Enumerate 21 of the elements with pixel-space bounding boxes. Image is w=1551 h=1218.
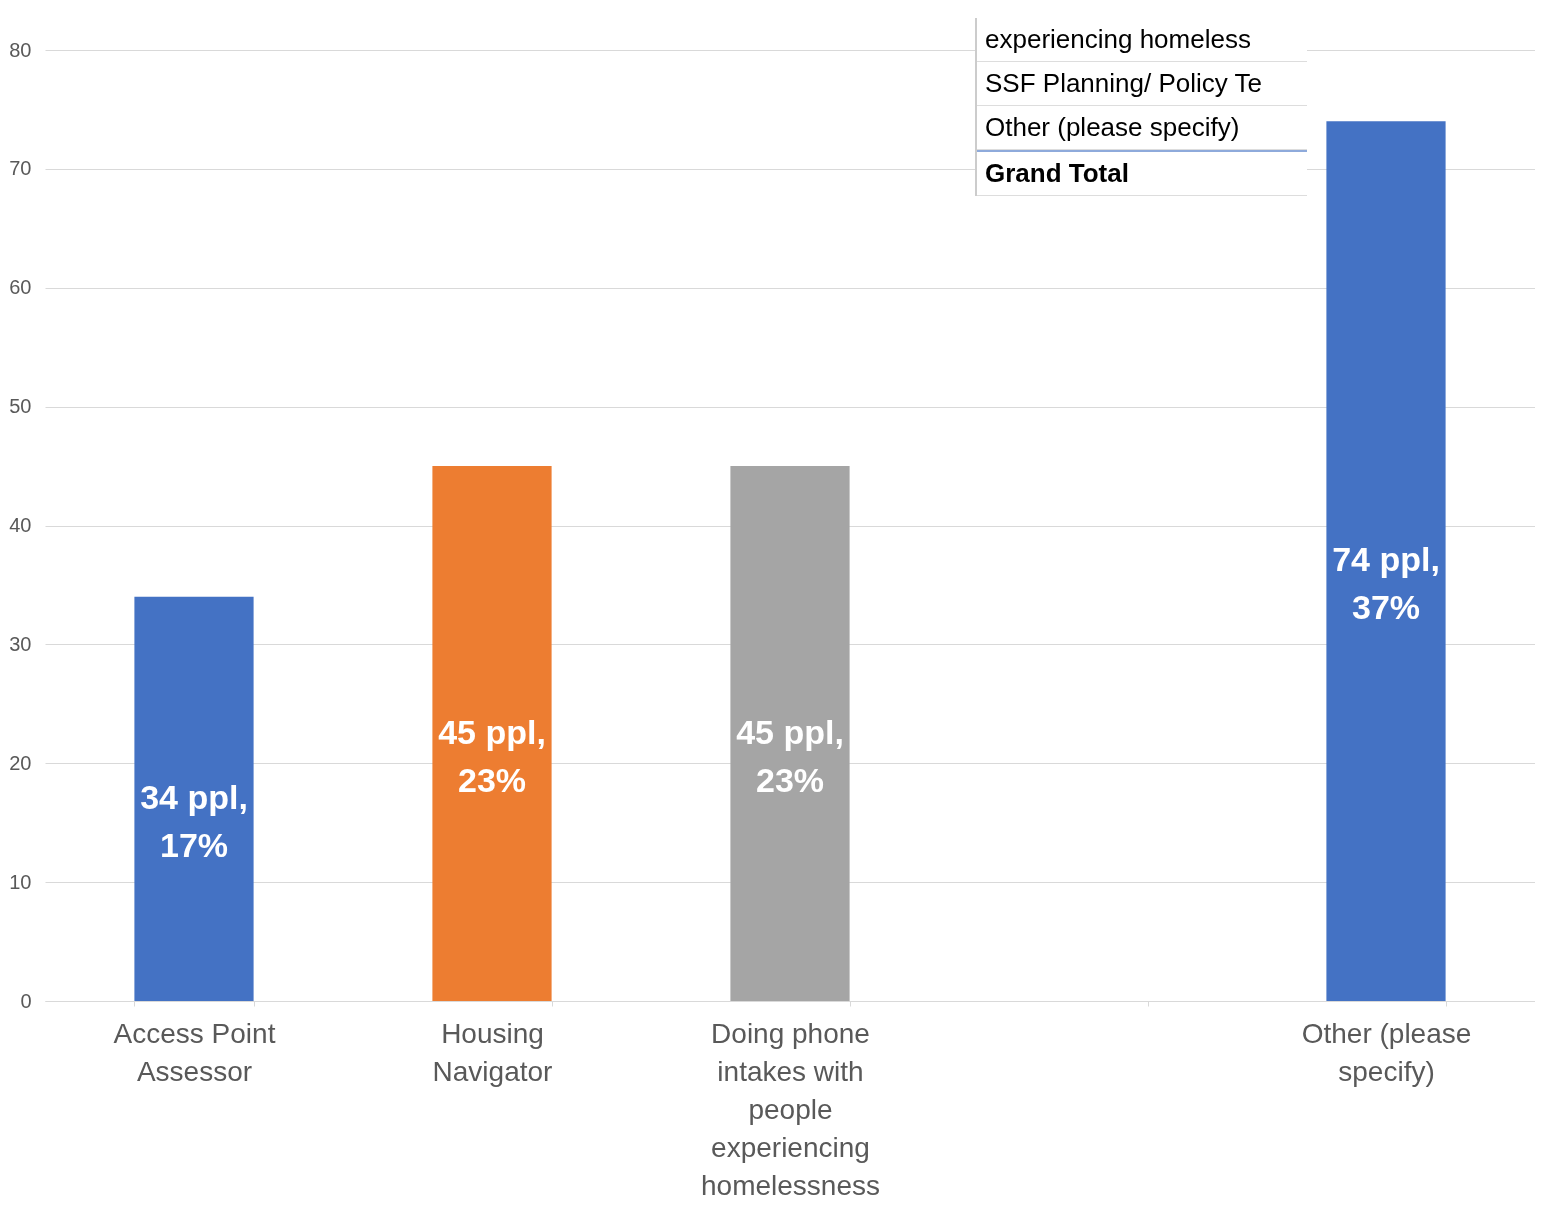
y-tick-label: 50 xyxy=(9,395,32,418)
x-tick-label: Other (please specify) xyxy=(1301,1017,1472,1087)
data-label: 74 ppl, 37% xyxy=(1332,540,1440,627)
data-label: 45 ppl, 23% xyxy=(438,712,546,799)
x-tick-label: Doing phone intakes with people experiencing homelessness xyxy=(701,1017,880,1201)
y-tick-label: 70 xyxy=(9,157,32,180)
data-label: 34 ppl, 17% xyxy=(140,777,248,864)
annotation: Other (please specify) xyxy=(977,106,1307,150)
data-label: 45 ppl, 23% xyxy=(736,712,844,799)
y-tick-label: 80 xyxy=(9,38,32,61)
y-tick-label: 0 xyxy=(20,989,32,1012)
x-tick-label: Housing Navigator xyxy=(432,1017,553,1087)
annotation: experiencing homeless xyxy=(977,18,1307,62)
y-tick-label: 40 xyxy=(9,514,32,536)
x-tick-label: Access Point Assessor xyxy=(113,1017,276,1087)
y-tick-label: 60 xyxy=(9,276,32,299)
y-tick-label: 20 xyxy=(9,751,32,774)
y-tick-label: 10 xyxy=(9,870,32,893)
y-tick-label: 30 xyxy=(9,632,32,655)
annotation: SSF Planning/ Policy Te xyxy=(977,62,1307,106)
annotation: Grand Total xyxy=(977,150,1307,196)
